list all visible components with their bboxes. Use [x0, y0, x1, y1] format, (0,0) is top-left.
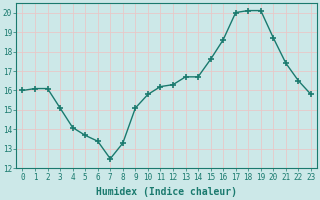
X-axis label: Humidex (Indice chaleur): Humidex (Indice chaleur)	[96, 187, 237, 197]
